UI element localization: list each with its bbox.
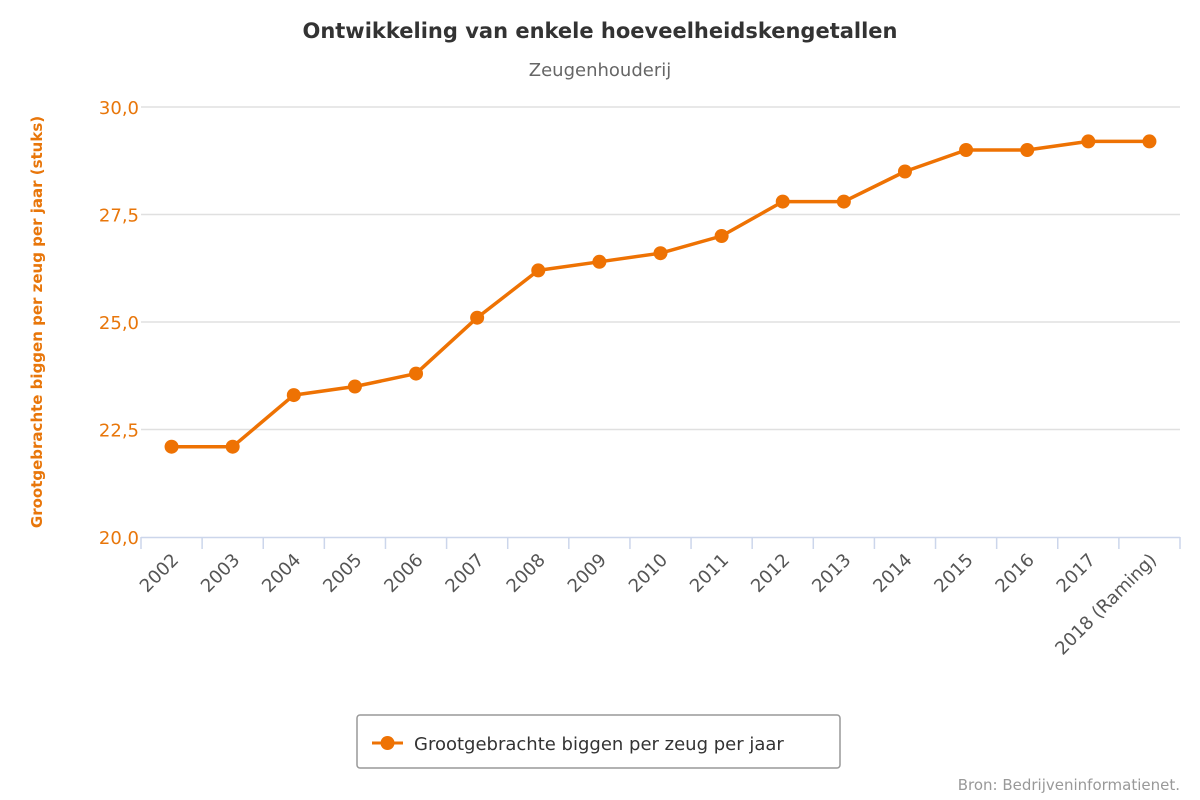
y-tick-label: 20,0 bbox=[99, 528, 139, 549]
x-tick-label: 2002 bbox=[136, 550, 183, 597]
series-line-path bbox=[171, 139, 1150, 449]
x-tick-label: 2008 bbox=[503, 550, 550, 597]
x-tick-label: 2012 bbox=[747, 550, 794, 597]
x-tick-label: 2015 bbox=[930, 550, 977, 597]
data-point bbox=[592, 254, 607, 269]
gridlines bbox=[141, 106, 1180, 431]
series-line bbox=[164, 134, 1157, 454]
data-point bbox=[164, 439, 179, 454]
data-point bbox=[1020, 143, 1035, 157]
x-tick-label: 2010 bbox=[625, 550, 672, 597]
y-tick-label: 30,0 bbox=[99, 98, 139, 119]
x-tick-label: 2014 bbox=[869, 550, 916, 597]
legend-marker-icon bbox=[380, 736, 395, 750]
x-tick-label: 2009 bbox=[564, 550, 611, 597]
x-tick-label: 2017 bbox=[1053, 550, 1100, 597]
credits[interactable]: Bron: Bedrijveninformatienet. bbox=[958, 776, 1180, 794]
data-point bbox=[347, 379, 362, 394]
x-tick-label: 2013 bbox=[808, 550, 855, 597]
x-axis: 2002 2003 2004 2005 2006 2007 2008 2009 2010 2011… bbox=[136, 536, 1181, 659]
data-point bbox=[409, 366, 424, 381]
x-tick-label: 2004 bbox=[258, 550, 305, 597]
data-point bbox=[836, 194, 851, 209]
chart-subtitle: Zeugenhouderij bbox=[529, 60, 671, 81]
x-tick-label: 2005 bbox=[319, 550, 366, 597]
x-tick-label: 2007 bbox=[441, 550, 488, 597]
y-tick-label: 25,0 bbox=[99, 313, 139, 334]
y-tick-label: 27,5 bbox=[99, 206, 139, 227]
y-axis-ticks: 20,0 22,5 25,0 27,5 30,0 bbox=[99, 98, 139, 549]
data-point bbox=[775, 194, 790, 209]
data-point bbox=[225, 439, 240, 454]
data-point bbox=[1081, 134, 1096, 149]
x-tick-label: 2003 bbox=[197, 550, 244, 597]
data-point bbox=[531, 263, 546, 278]
data-point bbox=[470, 310, 485, 325]
legend[interactable]: Grootgebrachte biggen per zeug per jaar bbox=[356, 714, 841, 769]
x-tick-label: 2006 bbox=[380, 550, 427, 597]
legend-item-label: Grootgebrachte biggen per zeug per jaar bbox=[414, 734, 784, 755]
data-point bbox=[959, 143, 974, 157]
data-point bbox=[286, 388, 301, 403]
data-point bbox=[897, 164, 912, 179]
data-point bbox=[1142, 134, 1157, 149]
y-tick-label: 22,5 bbox=[99, 421, 139, 442]
x-tick-label: 2016 bbox=[991, 550, 1038, 597]
x-tick-label: 2011 bbox=[686, 550, 733, 597]
data-point bbox=[653, 246, 668, 261]
data-point bbox=[714, 229, 729, 243]
y-axis-label: Grootgebrachte biggen per zeug per jaar … bbox=[28, 116, 46, 528]
chart-title: Ontwikkeling van enkele hoeveelheidskeng… bbox=[302, 19, 897, 43]
